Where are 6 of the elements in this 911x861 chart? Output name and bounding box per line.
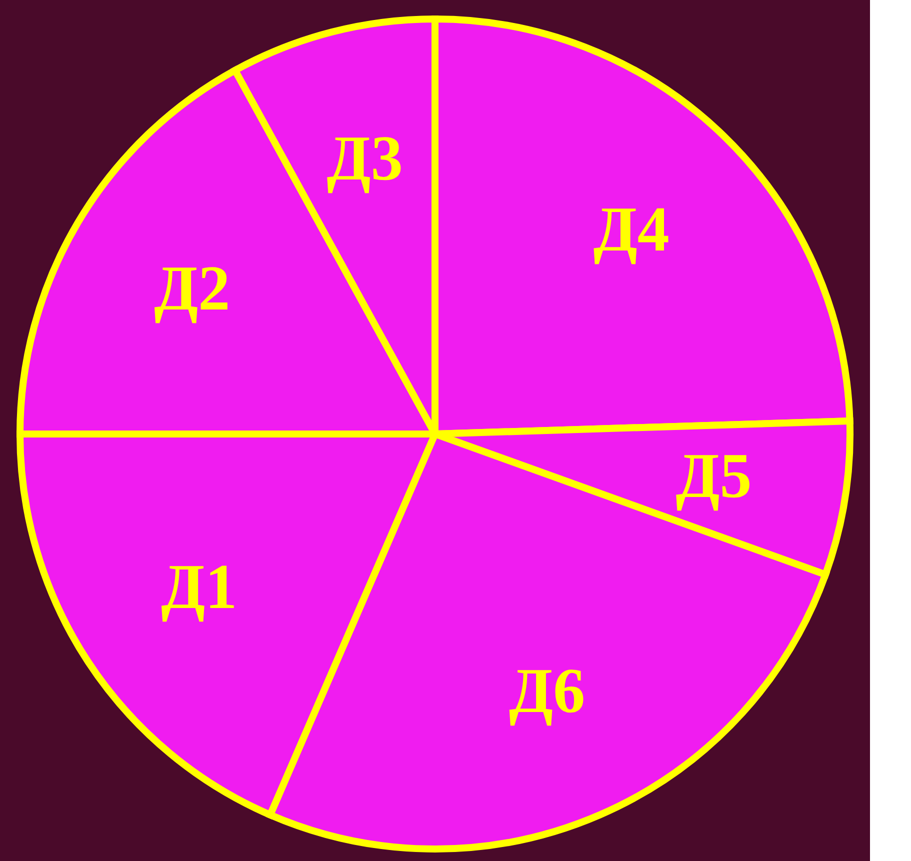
- slice-label: Д1: [161, 550, 238, 622]
- slice-label: Д3: [326, 122, 403, 194]
- slice-label: Д2: [154, 252, 230, 324]
- slice-label: Д6: [509, 654, 586, 726]
- slice-label: Д5: [676, 440, 752, 512]
- slice-label: Д4: [593, 193, 670, 264]
